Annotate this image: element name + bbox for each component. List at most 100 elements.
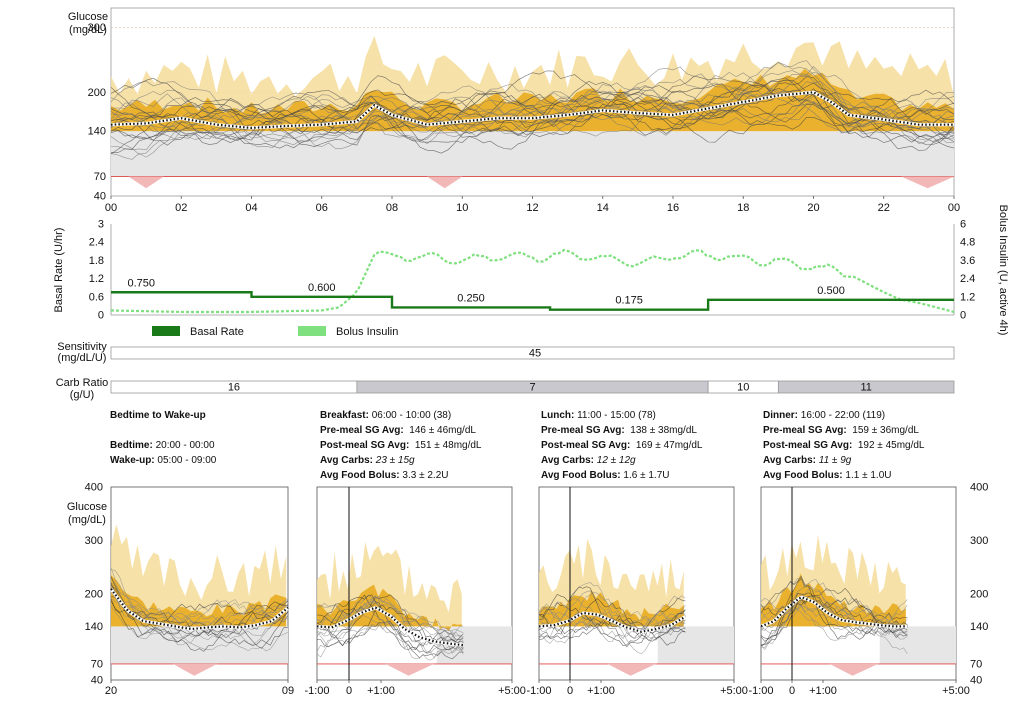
period-sg-trace (110, 596, 288, 652)
top-x-tick-label-1: 02 (175, 202, 187, 214)
top-y-axis-title-line2: (mg/dL) (69, 24, 107, 36)
bolus-y-tick-1: 4.8 (960, 237, 975, 249)
period-sg-trace (760, 575, 908, 626)
period-low-fill-1 (385, 663, 434, 676)
daily-sg-trace (110, 70, 955, 142)
breakfast-bolus-value: 3.3 ± 2.2U (402, 470, 449, 481)
breakfast-bolus-label: Avg Food Bolus: (320, 470, 400, 481)
carb-ratio-value-2: 10 (737, 382, 749, 394)
top-x-tick-label-3: 06 (316, 202, 328, 214)
bedtime-panel-text: Bedtime to Wake-up Bedtime: 20:00 - 00:0… (110, 408, 216, 468)
basal-axis-title: Basal Rate (U/hr) (53, 228, 65, 313)
period-sg-trace (538, 586, 686, 635)
lunch-carbs-label: Avg Carbs: (541, 455, 594, 466)
dinner-pre-value: 159 ± 36mg/dL (852, 425, 919, 436)
bolus-y-tick-2: 3.6 (960, 255, 975, 267)
period-3-x-tick-0: -1:00 (748, 685, 773, 697)
period-3-x-tick-3: +5:00 (942, 685, 970, 697)
lunch-carbs-value: 12 ± 12g (596, 455, 636, 466)
top-y-tick-140: 140 (88, 126, 106, 138)
period-1-x-tick-0: -1:00 (304, 685, 329, 697)
period-sg-trace (110, 582, 289, 635)
period-sg-trace (316, 601, 464, 642)
breakfast-title: Breakfast: (320, 410, 369, 421)
breakfast-pre-label: Pre-meal SG Avg: (320, 425, 404, 436)
target-range-band (111, 131, 954, 177)
basal-y-tick-4: 0.6 (89, 291, 104, 303)
bottom-right-y-tick-1: 300 (970, 535, 988, 547)
period-2-x-tick-0: -1:00 (526, 685, 551, 697)
lunch-bolus-value: 1.6 ± 1.7U (623, 470, 670, 481)
period-median-line-3 (760, 596, 908, 628)
period-median-halo-2 (538, 611, 687, 634)
sensitivity-label-line1: Sensitivity (57, 341, 107, 353)
bottom-y-axis-title-line1: Glucose (67, 501, 107, 513)
daily-sg-trace (110, 60, 955, 130)
daily-sg-trace (110, 77, 955, 130)
lunch-window: 11:00 - 15:00 (78) (577, 410, 656, 421)
period-3-x-tick-2: +1:00 (809, 685, 837, 697)
bolus-y-tick-5: 0 (960, 310, 966, 322)
wakeup-value: 05:00 - 09:00 (157, 455, 217, 466)
daily-sg-trace (110, 66, 955, 148)
dinner-title: Dinner: (763, 410, 798, 421)
lunch-panel-text: Lunch: 11:00 - 15:00 (78) Pre-meal SG Av… (541, 408, 703, 483)
lunch-pre-value: 138 ± 38mg/dL (630, 425, 697, 436)
top-x-tick-label-10: 20 (807, 202, 819, 214)
basal-rate-label-3: 0.175 (615, 295, 643, 307)
period-sg-trace (316, 598, 464, 661)
bottom-left-y-tick-3: 140 (85, 621, 103, 633)
dinner-post-value: 192 ± 45mg/dL (857, 440, 925, 451)
top-x-tick-label-2: 04 (245, 202, 257, 214)
daily-sg-trace (110, 85, 955, 139)
period-3-x-tick-1: 0 (789, 685, 795, 697)
breakfast-panel-text: Breakfast: 06:00 - 10:00 (38) Pre-meal S… (320, 408, 482, 483)
top-x-tick-label-12: 00 (948, 202, 960, 214)
top-x-tick-label-0: 00 (105, 202, 117, 214)
period-1-x-tick-3: +5:00 (498, 685, 526, 697)
top-y-tick-40: 40 (94, 191, 106, 203)
period-target-band-2 (657, 626, 734, 664)
carb-ratio-value-3: 11 (860, 382, 871, 394)
basal-rate-label-2: 0.250 (457, 292, 485, 304)
low-range-fill-2 (901, 176, 954, 189)
period-target-band-0 (111, 626, 288, 664)
daily-sg-trace (110, 88, 955, 152)
dinner-bolus-value: 1.1 ± 1.0U (845, 470, 892, 481)
top-y-tick-70: 70 (94, 171, 106, 183)
top-y-tick-200: 200 (88, 87, 106, 99)
dinner-bolus-label: Avg Food Bolus: (763, 470, 843, 481)
low-range-fill-1 (427, 176, 463, 189)
dinner-panel-text: Dinner: 16:00 - 22:00 (119) Pre-meal SG … (763, 408, 925, 483)
daily-sg-trace (110, 97, 955, 141)
breakfast-carbs-label: Avg Carbs: (320, 455, 373, 466)
bottom-right-y-tick-5: 40 (970, 675, 982, 687)
daily-sg-trace (110, 99, 955, 155)
legend-basal-label: Basal Rate (190, 326, 244, 338)
basal-y-tick-3: 1.2 (89, 273, 104, 285)
bolus-y-tick-4: 1.2 (960, 291, 975, 303)
dinner-carbs-value: 11 ± 9g (818, 455, 852, 466)
basal-rate-line (111, 291, 954, 311)
period-sg-trace (316, 594, 464, 648)
daily-sg-trace (110, 70, 955, 140)
top-x-tick-label-5: 10 (456, 202, 468, 214)
period-0-x-tick-0: 20 (105, 685, 117, 697)
legend-basal-swatch (152, 326, 180, 336)
dinner-window: 16:00 - 22:00 (119) (800, 410, 886, 421)
bottom-left-y-tick-5: 40 (91, 675, 103, 687)
legend-bolus-swatch (298, 326, 326, 336)
period-low-fill-2 (607, 663, 656, 676)
dinner-pre-label: Pre-meal SG Avg: (763, 425, 847, 436)
top-x-tick-label-7: 14 (597, 202, 609, 214)
basal-y-tick-0: 3 (98, 219, 104, 231)
period-sg-trace (110, 598, 289, 649)
period-sg-trace (316, 595, 464, 633)
bottom-right-y-tick-4: 70 (970, 658, 982, 670)
period-sg-trace (110, 585, 289, 627)
period-sg-trace (760, 588, 908, 647)
breakfast-window: 06:00 - 10:00 (38) (371, 410, 452, 421)
low-range-fill-0 (128, 176, 164, 189)
period-1-x-tick-1: 0 (346, 685, 352, 697)
median-sg-line (110, 91, 954, 130)
